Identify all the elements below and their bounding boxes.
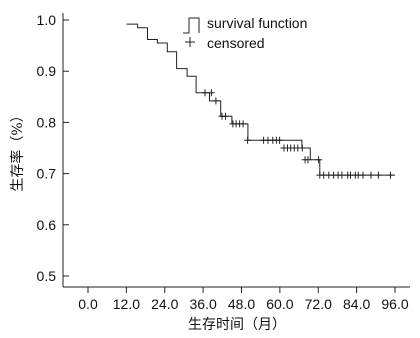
censor-mark [244,136,252,144]
censor-mark [359,171,367,179]
plot-area [126,23,395,179]
x-tick-label: 0.0 [78,296,98,312]
censor-mark [304,156,312,164]
y-tick-label: 0.8 [37,114,57,130]
x-axis-title: 生存时间（月） [188,317,286,333]
censor-mark [201,89,209,97]
censor-mark [298,144,306,152]
x-tick-label: 96.0 [381,296,408,312]
legend-survival-icon [183,17,200,34]
x-tick-label: 60.0 [266,296,293,312]
legend: survival function censored [183,15,307,51]
legend-censored-label: censored [207,35,265,51]
y-tick-label: 0.7 [37,166,57,182]
censor-mark [222,112,229,120]
censor-marks [201,89,394,179]
x-tick-label: 84.0 [343,296,370,312]
x-tick-label: 24.0 [151,296,178,312]
y-tick-label: 0.5 [37,268,57,284]
y-tick-label: 0.6 [37,217,57,233]
censor-mark [276,136,284,144]
censor-mark [367,171,375,179]
x-tick-label: 72.0 [305,296,332,312]
x-tick-label: 48.0 [228,296,255,312]
x-ticks: 0.0 12.0 24.0 36.0 48.0 60.0 72.0 84.0 96.0 [78,287,409,312]
censor-mark [239,120,247,128]
censor-mark [212,97,220,105]
legend-censored-icon [185,37,195,47]
x-tick-label: 36.0 [190,296,217,312]
censor-mark [374,171,382,179]
y-tick-label: 1.0 [37,12,57,28]
x-tick-label: 12.0 [113,296,140,312]
legend-survival-label: survival function [207,15,307,31]
censor-mark [207,89,215,97]
axes [62,13,410,288]
y-tick-label: 0.9 [37,63,57,79]
y-ticks: 0.5 0.6 0.7 0.8 0.9 1.0 [37,12,69,284]
y-axis-title: 生存率（%） [9,108,26,191]
censor-mark [315,156,323,164]
censor-mark [387,171,394,179]
